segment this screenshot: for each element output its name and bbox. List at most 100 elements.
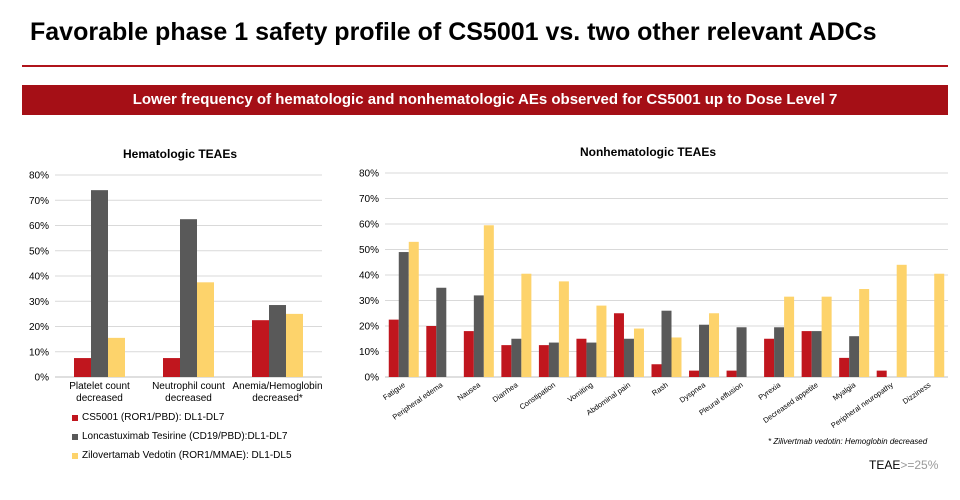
- hematologic-y-tick-label: 80%: [29, 171, 49, 182]
- legend-item-zilovertamab: Zilovertamab Vedotin (ROR1/MMAE): DL1-DL…: [72, 446, 292, 465]
- nonhematologic-bar-cs5001-dyspnea: [689, 370, 700, 377]
- teae-threshold-note: TEAE>=25%: [869, 458, 938, 472]
- nonhematologic-bar-loncastuximab-dyspnea: [699, 324, 710, 377]
- nonhematologic-y-tick-label: 50%: [359, 245, 379, 256]
- nonhematologic-y-tick-label: 40%: [359, 271, 379, 282]
- nonhematologic-bar-zilovertamab-vomiting: [596, 305, 607, 377]
- nonhematologic-bar-zilovertamab-constipation: [558, 281, 569, 377]
- teae-note-prefix: TEAE: [869, 458, 901, 472]
- hematologic-bar-cs5001-anemia-hemoglobin-decreased: [252, 320, 269, 377]
- nonhematologic-bar-loncastuximab-peripheral-edema: [436, 287, 447, 377]
- hematologic-y-tick-label: 0%: [35, 373, 50, 384]
- nonhematologic-bar-loncastuximab-abdominal-pain: [623, 338, 634, 377]
- nonhematologic-bar-loncastuximab-pyrexia: [774, 327, 785, 377]
- hematologic-bar-zilovertamab-anemia-hemoglobin-decreased: [286, 313, 303, 377]
- page-title: Favorable phase 1 safety profile of CS50…: [30, 18, 877, 46]
- legend-swatch-cs5001: [72, 414, 78, 421]
- nonhematologic-bar-zilovertamab-myalgia: [859, 289, 870, 377]
- nonhematologic-bar-cs5001-vomiting: [576, 338, 587, 377]
- nonhematologic-chart-title: Nonhematologic TEAEs: [580, 145, 716, 159]
- legend-item-cs5001: CS5001 (ROR1/PBD): DL1-DL7: [72, 408, 292, 427]
- nonhematologic-bar-loncastuximab-diarrhea: [511, 338, 522, 377]
- hematologic-x-tick-label: Platelet count decreased: [69, 381, 130, 404]
- hematologic-y-tick-label: 30%: [29, 297, 49, 308]
- x-tick-label-line: Platelet count: [69, 381, 130, 392]
- nonhematologic-y-tick-label: 20%: [359, 322, 379, 333]
- nonhematologic-bar-cs5001-peripheral-neuropathy: [876, 370, 887, 377]
- title-divider: [22, 65, 948, 67]
- nonhematologic-x-tick-label: Nausea: [456, 380, 483, 403]
- nonhematologic-bar-zilovertamab-abdominal-pain: [633, 328, 644, 377]
- nonhematologic-bar-loncastuximab-constipation: [548, 342, 559, 377]
- hematologic-y-tick-label: 70%: [29, 196, 49, 207]
- nonhematologic-bar-cs5001-pyrexia: [764, 338, 775, 377]
- nonhematologic-bar-cs5001-decreased-appetite: [801, 331, 812, 377]
- nonhematologic-bar-zilovertamab-dyspnea: [709, 313, 720, 377]
- nonhematologic-x-tick-label: Fatigue: [381, 380, 407, 402]
- hematologic-bar-zilovertamab-neutrophil-count-decreased: [197, 282, 214, 377]
- nonhematologic-bar-cs5001-rash: [651, 364, 662, 377]
- nonhematologic-bar-cs5001-myalgia: [839, 357, 850, 377]
- nonhematologic-bar-loncastuximab-pleural-effusion: [736, 327, 747, 377]
- nonhematologic-bar-zilovertamab-dizziness: [934, 273, 945, 377]
- nonhematologic-y-tick-label: 0%: [365, 373, 380, 384]
- hematologic-bar-loncastuximab-neutrophil-count-decreased: [180, 219, 197, 377]
- x-tick-label-line: Anemia/Hemoglobin: [232, 381, 322, 392]
- hematologic-x-tick-label: Anemia/Hemoglobin decreased*: [232, 381, 322, 404]
- nonhematologic-y-tick-label: 70%: [359, 194, 379, 205]
- hematologic-bar-zilovertamab-platelet-count-decreased: [108, 337, 125, 377]
- footnote: * Zilivertmab vedotin: Hemoglobin decrea…: [768, 437, 928, 446]
- hematologic-bar-loncastuximab-platelet-count-decreased: [91, 190, 108, 377]
- nonhematologic-bar-cs5001-abdominal-pain: [613, 313, 624, 377]
- nonhematologic-bar-loncastuximab-rash: [661, 310, 672, 377]
- nonhematologic-bar-cs5001-nausea: [463, 331, 474, 377]
- nonhematologic-x-tick-label: Dyspnea: [678, 380, 708, 405]
- nonhematologic-x-tick-label: Peripheral neuropathy: [829, 380, 895, 430]
- legend-item-loncastuximab: Loncastuximab Tesirine (CD19/PBD):DL1-DL…: [72, 427, 292, 446]
- legend-label-loncastuximab: Loncastuximab Tesirine (CD19/PBD):DL1-DL…: [82, 431, 288, 442]
- x-tick-label-line: Neutrophil count: [152, 381, 225, 392]
- hematologic-y-tick-label: 60%: [29, 221, 49, 232]
- nonhematologic-x-tick-label: Rash: [650, 380, 670, 397]
- nonhematologic-bar-zilovertamab-fatigue: [408, 241, 419, 377]
- hematologic-bar-cs5001-platelet-count-decreased: [74, 358, 91, 377]
- nonhematologic-y-tick-label: 30%: [359, 296, 379, 307]
- hematologic-y-tick-label: 50%: [29, 246, 49, 257]
- nonhematologic-y-tick-label: 80%: [359, 169, 379, 180]
- chart-legend: CS5001 (ROR1/PBD): DL1-DL7 Loncastuximab…: [72, 408, 292, 465]
- nonhematologic-bar-loncastuximab-myalgia: [849, 336, 860, 377]
- nonhematologic-bar-cs5001-peripheral-edema: [426, 326, 437, 377]
- legend-label-cs5001: CS5001 (ROR1/PBD): DL1-DL7: [82, 412, 225, 423]
- nonhematologic-bar-cs5001-constipation: [538, 345, 549, 377]
- x-tick-label-line: decreased: [76, 393, 123, 404]
- hematologic-bar-cs5001-neutrophil-count-decreased: [163, 358, 180, 377]
- nonhematologic-bar-zilovertamab-rash: [671, 337, 682, 377]
- legend-swatch-zilovertamab: [72, 452, 78, 459]
- nonhematologic-bar-zilovertamab-pyrexia: [784, 296, 795, 377]
- nonhematologic-bar-zilovertamab-decreased-appetite: [821, 296, 832, 377]
- nonhematologic-bar-loncastuximab-fatigue: [398, 252, 409, 377]
- nonhematologic-bar-loncastuximab-decreased-appetite: [811, 331, 822, 377]
- legend-label-zilovertamab: Zilovertamab Vedotin (ROR1/MMAE): DL1-DL…: [82, 450, 292, 461]
- hematologic-bar-loncastuximab-anemia-hemoglobin-decreased: [269, 305, 286, 377]
- nonhematologic-x-tick-label: Vomiting: [566, 380, 595, 404]
- teae-note-suffix: >=25%: [900, 458, 939, 472]
- nonhematologic-y-tick-label: 60%: [359, 220, 379, 231]
- nonhematologic-x-tick-label: Myalgia: [831, 380, 858, 403]
- nonhematologic-bar-cs5001-pleural-effusion: [726, 370, 737, 377]
- nonhematologic-bar-cs5001-fatigue: [388, 319, 399, 377]
- nonhematologic-x-tick-label: Constipation: [518, 380, 557, 411]
- legend-swatch-loncastuximab: [72, 433, 78, 440]
- nonhematologic-y-tick-label: 10%: [359, 347, 379, 358]
- hematologic-y-tick-label: 10%: [29, 347, 49, 358]
- nonhematologic-bar-cs5001-diarrhea: [501, 345, 512, 377]
- nonhematologic-x-tick-label: Pyrexia: [757, 380, 783, 402]
- nonhematologic-x-tick-label: Dizziness: [901, 380, 933, 406]
- nonhematologic-x-tick-label: Diarrhea: [491, 380, 520, 404]
- nonhematologic-bar-zilovertamab-nausea: [483, 225, 494, 377]
- x-tick-label-line: decreased: [165, 393, 212, 404]
- key-message-banner: Lower frequency of hematologic and nonhe…: [22, 85, 948, 115]
- nonhematologic-bar-loncastuximab-nausea: [473, 295, 484, 377]
- hematologic-y-tick-label: 40%: [29, 272, 49, 283]
